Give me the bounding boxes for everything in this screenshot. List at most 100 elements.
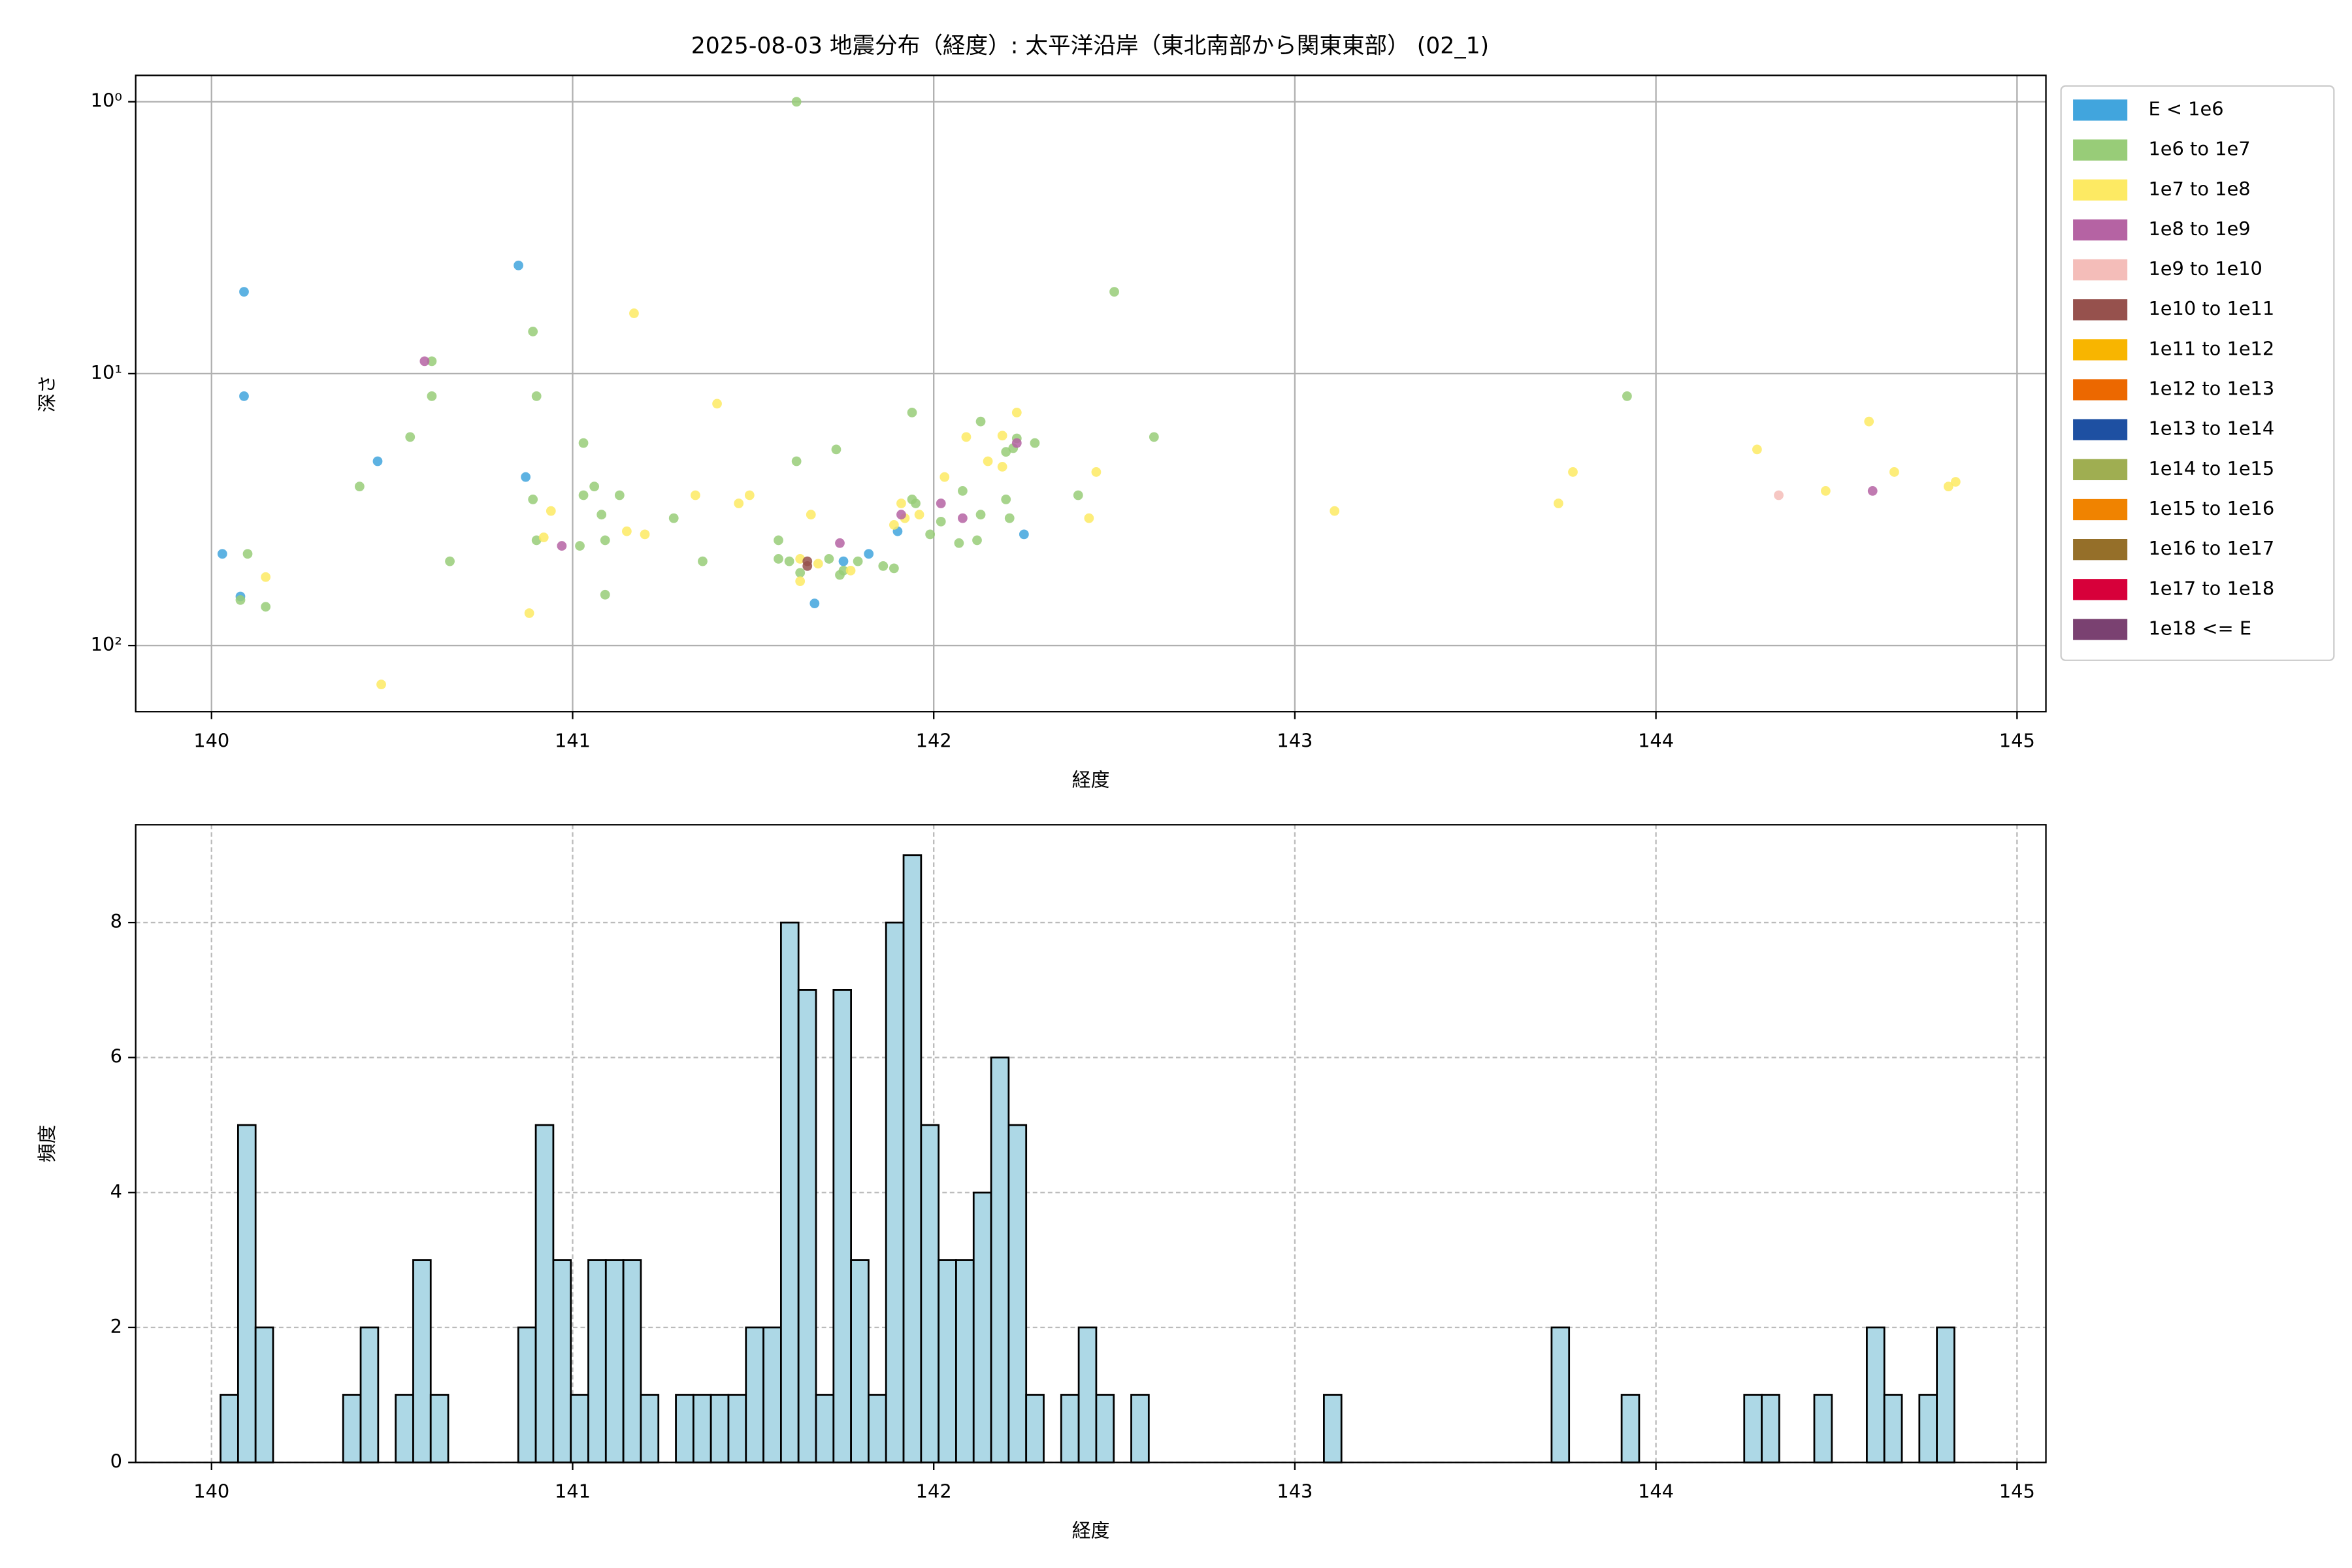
y-tick-label: 6	[110, 1045, 122, 1068]
scatter-point	[1001, 447, 1011, 457]
scatter-point	[734, 498, 744, 508]
scatter-point	[983, 456, 993, 466]
histogram-bar	[990, 1056, 1010, 1463]
scatter-point	[972, 535, 982, 546]
scatter-point	[531, 535, 542, 546]
legend-label: 1e17 to 1e18	[2148, 577, 2274, 599]
scatter-point	[824, 554, 834, 564]
histogram-bar	[1761, 1394, 1780, 1463]
x-tick-label: 144	[1638, 1480, 1674, 1503]
histogram-bar	[902, 854, 923, 1463]
scatter-point	[802, 561, 813, 571]
scatter-point	[575, 541, 585, 551]
scatter-point	[1864, 416, 1874, 427]
scatter-point	[1073, 490, 1083, 500]
histogram-bar	[815, 1394, 835, 1463]
scatter-point	[907, 408, 917, 417]
scatter-point	[958, 486, 968, 496]
scatter-point	[640, 529, 650, 540]
legend-swatch	[2073, 179, 2128, 201]
scatter-point	[1001, 494, 1011, 504]
histogram-bar	[727, 1394, 747, 1463]
scatter-point	[578, 438, 589, 448]
histogram-bar	[762, 1326, 782, 1463]
scatter-point	[896, 510, 906, 520]
scatter-point	[997, 462, 1007, 472]
scatter-point	[261, 572, 271, 582]
scatter-point	[939, 472, 950, 482]
histogram-bar	[938, 1259, 957, 1463]
scatter-point	[600, 589, 610, 600]
histogram-bar	[1323, 1394, 1343, 1463]
scatter-point	[372, 456, 383, 466]
legend-swatch	[2073, 579, 2128, 600]
legend-swatch	[2073, 99, 2128, 121]
scatter-point	[889, 563, 899, 574]
x-tick-label: 143	[1277, 729, 1313, 751]
scatter-point	[445, 556, 455, 566]
scatter-point	[791, 97, 802, 107]
legend-label: 1e6 to 1e7	[2148, 138, 2250, 160]
scatter-point	[1950, 477, 1961, 487]
y-tick-label: 10⁰	[91, 90, 122, 112]
histogram-bar	[780, 921, 800, 1463]
scatter-point	[813, 559, 823, 569]
scatter-point	[514, 260, 523, 270]
histogram-bar	[622, 1259, 642, 1463]
x-tick-label: 142	[916, 1480, 952, 1503]
scatter-point	[806, 510, 816, 520]
scatter-point	[791, 456, 802, 466]
scatter-point	[831, 444, 841, 455]
histogram-bar	[1550, 1326, 1571, 1463]
scatter-point	[419, 356, 430, 367]
scatter-point	[589, 482, 600, 491]
scatter-point	[1109, 287, 1119, 297]
legend-swatch	[2073, 299, 2128, 321]
scatter-point	[1867, 486, 1878, 496]
scatter-point	[838, 565, 849, 576]
scatter-point	[961, 432, 972, 442]
scatter-point	[795, 576, 806, 587]
histogram-bar	[955, 1259, 975, 1463]
scatter-point	[744, 490, 755, 500]
scatter-point	[864, 549, 874, 559]
legend-swatch	[2073, 339, 2128, 361]
scatter-point	[1019, 529, 1029, 540]
legend-label: 1e9 to 1e10	[2148, 257, 2262, 280]
histogram-bar	[885, 921, 905, 1463]
plot-frame	[135, 824, 2047, 1463]
scatter-point	[1011, 408, 1022, 417]
legend-swatch	[2073, 219, 2128, 241]
scatter-point	[845, 565, 856, 576]
scatter-point	[239, 287, 249, 297]
scatter-point	[1149, 432, 1159, 442]
scatter-point	[795, 568, 806, 578]
histogram-bar	[1060, 1394, 1080, 1463]
x-axis-label: 経度	[1072, 768, 1110, 791]
histogram-bar	[1077, 1326, 1098, 1463]
histogram-bar	[517, 1326, 537, 1463]
histogram-bar	[1095, 1394, 1115, 1463]
x-tick-label: 144	[1638, 729, 1674, 751]
scatter-point	[538, 532, 549, 542]
scatter-point	[1820, 486, 1831, 496]
histogram-bar	[710, 1394, 730, 1463]
legend-label: 1e8 to 1e9	[2148, 218, 2250, 240]
legend-swatch	[2073, 539, 2128, 561]
plot-frame	[135, 74, 2047, 713]
legend-swatch	[2073, 139, 2128, 161]
scatter-point	[936, 516, 946, 527]
scatter-point	[596, 510, 607, 520]
histogram-bar	[675, 1394, 694, 1463]
scatter-point	[1330, 506, 1340, 516]
scatter-point	[524, 608, 534, 618]
histogram-bar	[850, 1259, 870, 1463]
scatter-point	[889, 520, 899, 530]
histogram-bar	[1007, 1124, 1028, 1463]
x-tick-label: 141	[555, 1480, 591, 1503]
y-tick-label: 0	[110, 1450, 122, 1472]
scatter-point	[1011, 438, 1022, 448]
scatter-point	[1091, 467, 1102, 477]
scatter-point	[835, 538, 845, 548]
